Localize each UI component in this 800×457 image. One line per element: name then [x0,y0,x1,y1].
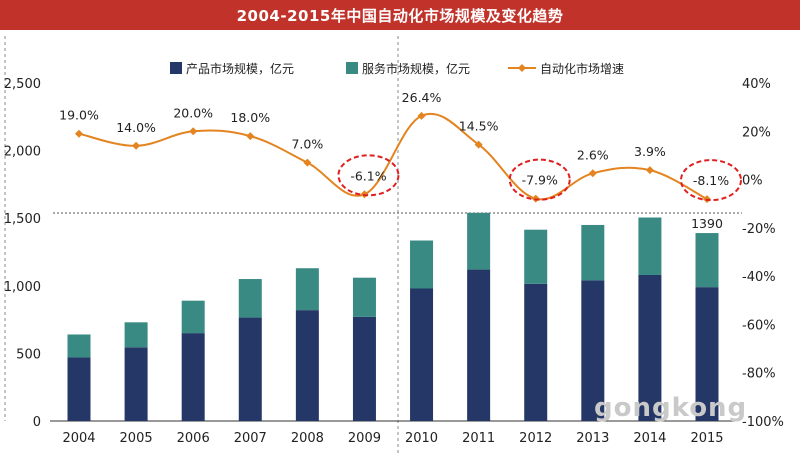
growth-value-label: 14.0% [116,120,156,135]
bar-product [410,288,434,421]
bar-product [181,333,205,421]
bar-service [467,212,491,270]
bar-service [295,268,319,311]
bar-service [695,233,719,288]
legend-swatch-product [170,62,182,74]
bar-service [238,279,262,318]
y-right-tick-label: 0% [742,174,763,189]
x-tick-label: 2008 [291,431,324,446]
x-tick-label: 2006 [177,431,210,446]
y-right-tick-label: -80% [742,367,776,382]
y-right-tick-label: 40% [742,77,771,92]
growth-point-marker [645,166,654,175]
y-right-tick-label: -40% [742,270,776,285]
y-left-tick-label: 2,000 [4,145,41,160]
growth-point-marker [75,129,83,138]
growth-value-label: 14.5% [459,119,499,134]
bar-product [638,274,662,421]
bar-service [67,334,91,358]
growth-value-label: 3.9% [634,144,666,159]
growth-value-label: -7.9% [522,173,558,188]
legend-label-product: 产品市场规模，亿元 [186,61,294,76]
growth-point-marker [189,127,198,136]
x-tick-label: 2004 [62,431,95,446]
y-left-tick-label: 0 [33,415,41,430]
growth-value-label: 20.0% [173,105,213,120]
bar-product [295,310,319,421]
bar-service [581,224,605,281]
bar-product [581,280,605,421]
x-tick-label: 2014 [633,431,666,446]
y-left-tick-label: 1,000 [4,280,41,295]
y-left-tick-label: 2,500 [4,77,41,92]
x-tick-label: 2005 [120,431,153,446]
growth-point-marker [246,132,255,141]
axes: 0 500 1,000 1,500 2,000 2,500 40% 20% 0% -20% -40%… [4,36,784,455]
y-right-tick-label: -20% [742,222,776,237]
growth-value-label: 2.6% [577,147,609,162]
growth-line-group [75,111,711,204]
bar-product [352,316,376,421]
x-tick-label: 2010 [405,431,438,446]
growth-value-label: -8.1% [693,173,729,188]
highlight-circle [337,154,400,197]
growth-value-label: 7.0% [291,137,323,152]
bar-product [238,317,262,421]
bar-service [638,217,662,275]
x-tick-label: 2009 [348,431,381,446]
bar-service [124,322,148,348]
legend-marker-growth [518,64,526,72]
growth-value-label: 19.0% [59,108,99,123]
growth-point-marker [474,140,483,149]
y-right-tick-label: -60% [742,318,776,333]
bar-service [181,300,205,334]
bar-service [352,277,376,317]
chart-title: 2004-2015年中国自动化市场规模及变化趋势 [236,6,564,25]
watermark: gongkong [594,393,747,423]
data-labels: 1390 19.0% 14.0% 20.0% 18.0% 7.0% -6.1% 26.4% 14… [59,90,742,231]
bar-product [524,283,548,421]
legend: 产品市场规模，亿元 服务市场规模，亿元 自动化市场增速 [170,61,624,76]
growth-value-label: 26.4% [402,90,442,105]
y-left-tick-label: 500 [16,347,41,362]
growth-point-marker [132,141,141,150]
growth-point-marker [417,111,426,120]
highlight-circle [680,159,742,202]
highlight-circle [508,158,571,201]
y-right-tick-label: -100% [742,415,784,430]
y-right-tick-label: 20% [742,125,771,140]
growth-point-marker [303,158,312,167]
x-tick-label: 2015 [690,431,723,446]
bar-product [67,357,91,421]
x-tick-label: 2013 [576,431,609,446]
legend-swatch-service [346,62,358,74]
x-tick-label: 2011 [462,431,495,446]
growth-value-label: 18.0% [230,110,270,125]
bars [67,212,719,421]
x-tick-label: 2012 [519,431,552,446]
legend-label-service: 服务市场规模，亿元 [362,61,470,76]
title-bar: 2004-2015年中国自动化市场规模及变化趋势 [0,0,800,30]
bar-service [524,229,548,284]
x-tick-label: 2007 [234,431,267,446]
bar-total-label: 1390 [691,216,723,231]
bar-product [695,287,719,421]
legend-label-growth: 自动化市场增速 [540,61,624,76]
bar-product [124,347,148,421]
growth-point-marker [588,169,597,178]
y-left-tick-label: 1,500 [4,212,41,227]
bar-product [467,269,491,421]
growth-value-label: -6.1% [350,168,386,183]
bar-service [410,240,434,289]
